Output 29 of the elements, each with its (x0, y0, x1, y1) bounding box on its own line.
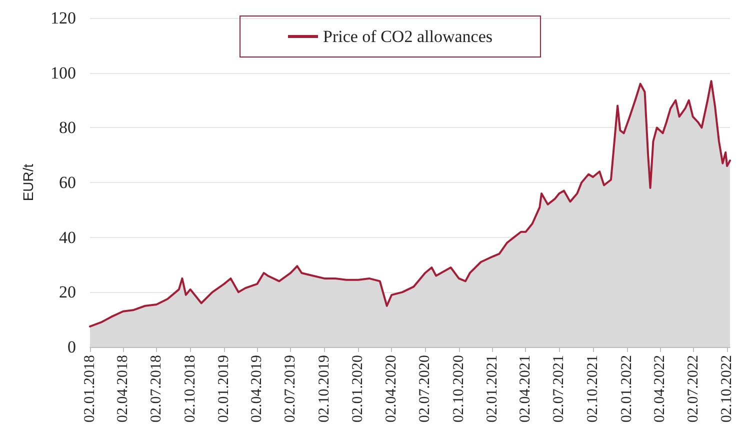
x-tick-label: 02.01.2021 (484, 355, 501, 422)
y-tick-label: 60 (59, 173, 76, 192)
x-tick-label: 02.07.2019 (282, 355, 299, 422)
y-tick-label: 100 (50, 63, 76, 82)
x-tick-label: 02.01.2019 (216, 355, 232, 422)
x-tick-label: 02.01.2020 (350, 355, 366, 422)
legend-label: Price of CO2 allowances (323, 27, 492, 46)
y-tick-label: 80 (59, 118, 76, 138)
x-tick-label: 02.07.2020 (417, 355, 434, 422)
x-tick-label: 02.07.2018 (148, 355, 164, 422)
x-tick-label: 02.04.2018 (115, 355, 132, 422)
x-tick-label: 02.04.2019 (249, 355, 266, 422)
y-tick-label: 40 (59, 228, 76, 247)
x-tick-label: 02.04.2022 (652, 355, 668, 422)
x-tick-label: 02.04.2020 (384, 355, 400, 422)
x-tick-label: 02.10.2018 (182, 355, 198, 422)
x-tick-label: 02.07.2021 (551, 355, 568, 422)
y-axis-title: EUR/t (20, 164, 36, 202)
y-tick-label: 20 (59, 282, 76, 302)
x-tick-label: 02.10.2022 (719, 355, 736, 422)
x-tick-label: 02.07.2022 (685, 355, 702, 422)
x-tick-label: 02.04.2021 (518, 355, 534, 422)
y-tick-label: 120 (50, 8, 76, 28)
x-tick-label: 02.10.2020 (450, 355, 467, 422)
x-tick-label: 02.01.2018 (82, 355, 98, 422)
y-tick-label: 0 (68, 338, 76, 356)
x-tick-label: 02.10.2019 (316, 355, 332, 422)
x-tick-label: 02.10.2021 (584, 355, 601, 422)
x-tick-label: 02.01.2022 (618, 355, 635, 422)
